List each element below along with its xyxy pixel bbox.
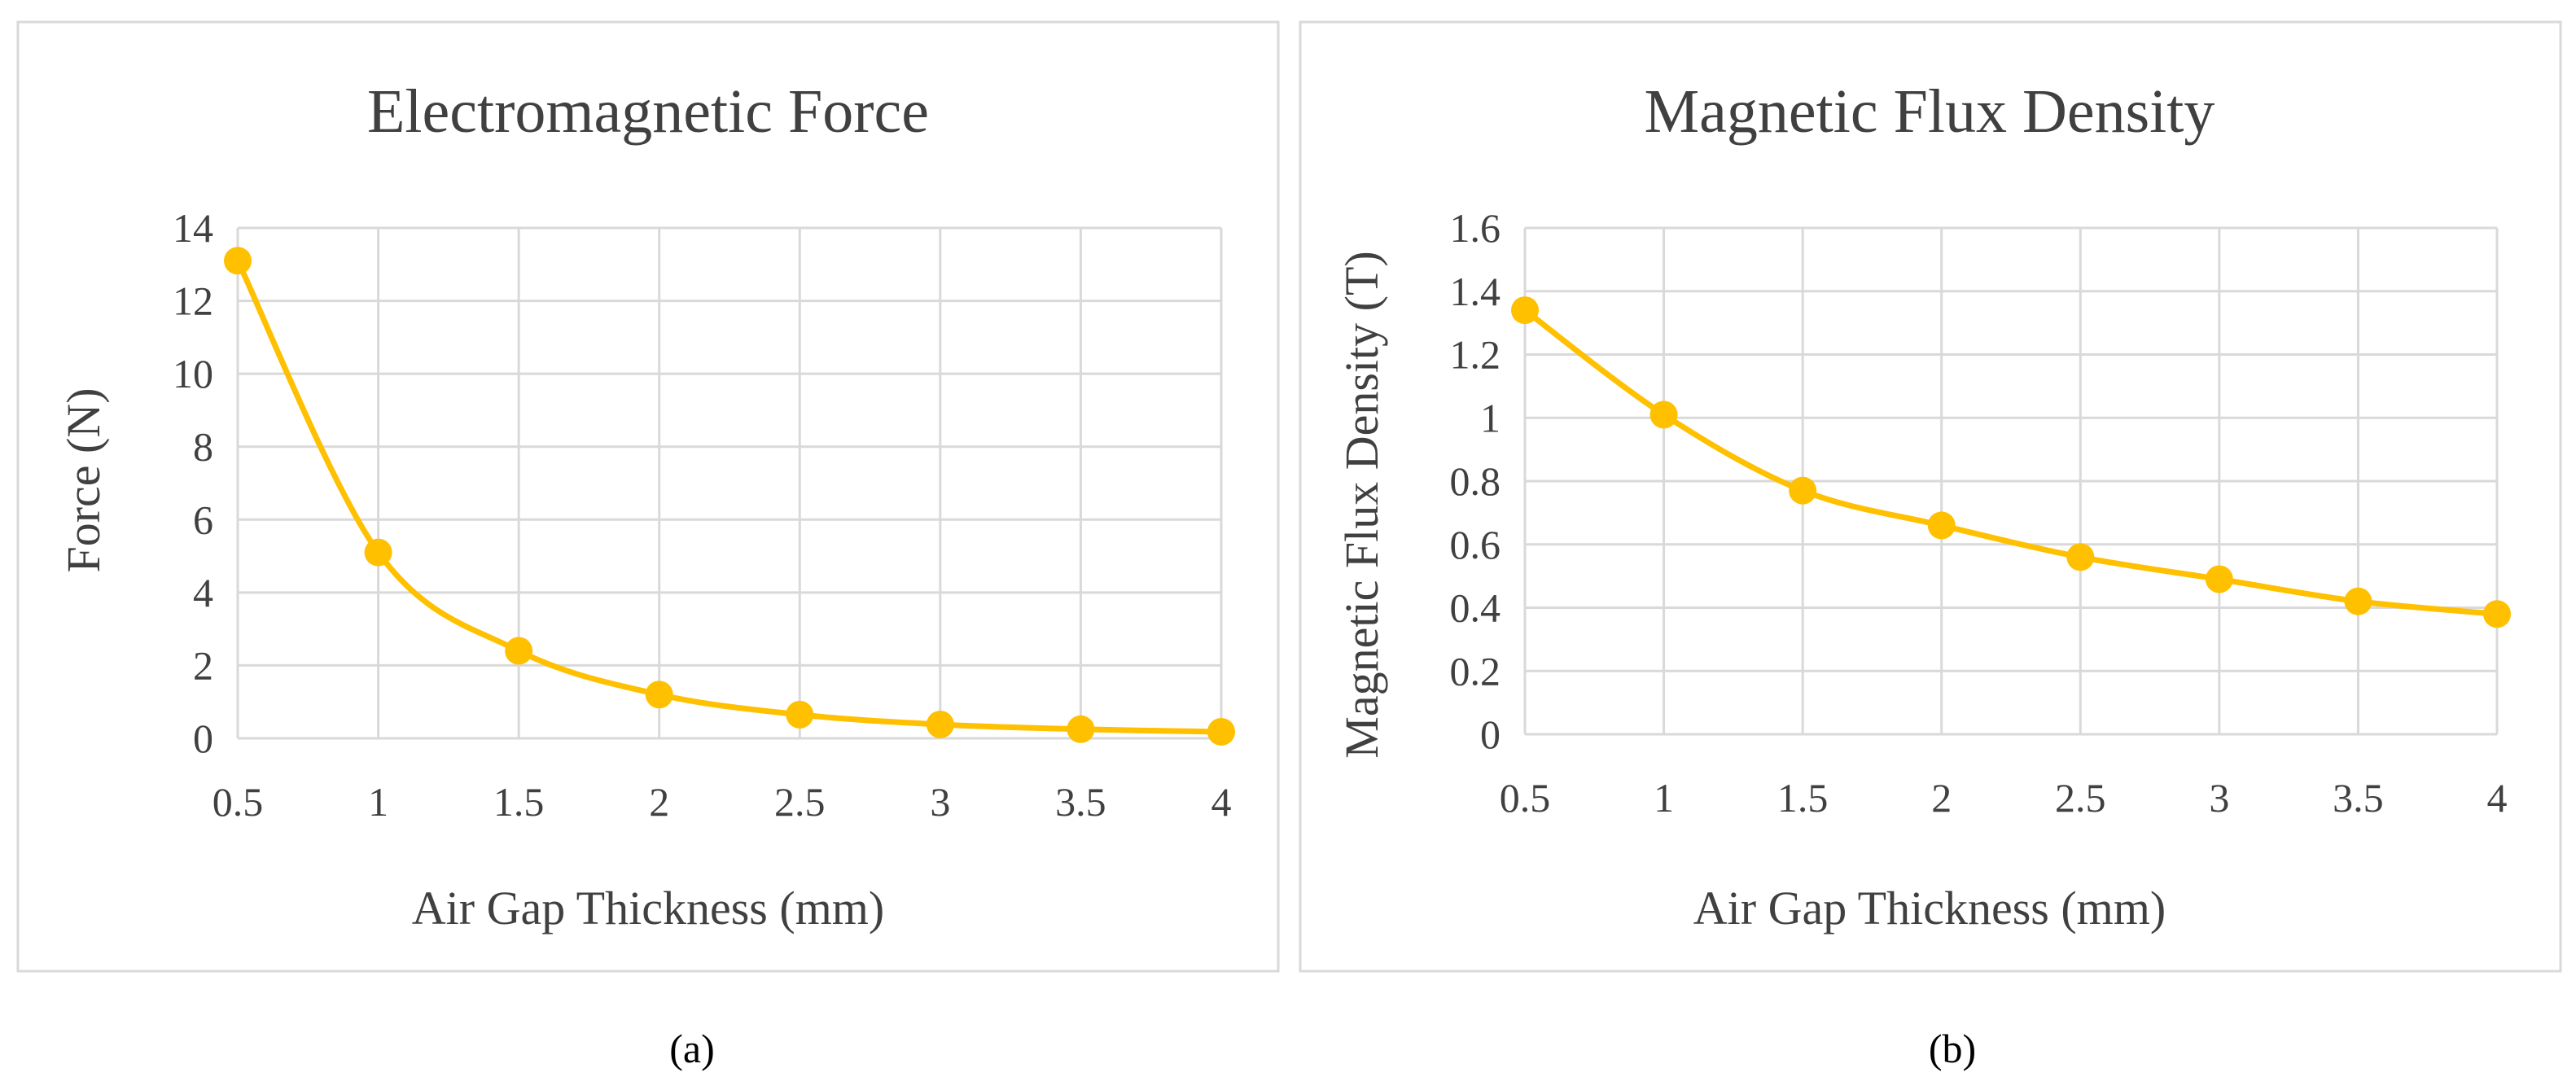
- chart-a-frame: [16, 20, 1280, 973]
- chart-b-data-point: [2205, 565, 2233, 593]
- chart-b-frame: [1299, 20, 2562, 973]
- chart-a: Electromagnetic Force 0 2 4 6 8 10 12 14 0.5 1 1.…: [16, 20, 1280, 973]
- chart-b-data-point: [1789, 476, 1817, 505]
- chart-b-x-tick-label: 1: [1654, 775, 1674, 821]
- chart-b-x-axis-label: Air Gap Thickness (mm): [1693, 882, 2166, 935]
- chart-a-y-tick-label: 10: [173, 351, 213, 396]
- chart-a-data-point: [364, 538, 392, 567]
- chart-a-data-point: [645, 681, 673, 709]
- chart-b-x-tick-label: 3: [2209, 775, 2229, 821]
- chart-b-y-tick-label: 0.6: [1450, 522, 1501, 567]
- chart-b-data-point: [2066, 543, 2095, 571]
- chart-a-y-tick-label: 2: [193, 642, 213, 688]
- chart-b-y-tick-label: 0.2: [1450, 648, 1501, 694]
- chart-b-x-tick-label: 0.5: [1500, 775, 1551, 821]
- chart-a-data-point: [505, 637, 533, 665]
- chart-b-x-tick-label: 3.5: [2333, 775, 2384, 821]
- chart-a-y-tick-label: 12: [173, 278, 213, 324]
- chart-b-y-axis-label: Magnetic Flux Density (T): [1335, 251, 1388, 758]
- chart-b-x-tick-label: 4: [2487, 775, 2508, 821]
- chart-a-x-ticks: 0.5 1 1.5 2 2.5 3 3.5 4: [212, 779, 1232, 825]
- chart-b-y-tick-label: 1.4: [1450, 269, 1501, 314]
- chart-b-gridlines: [1523, 226, 2499, 736]
- chart-b-y-tick-label: 0.4: [1450, 585, 1501, 631]
- chart-a-data-point: [786, 700, 814, 729]
- chart-a-x-tick-label: 1.5: [493, 779, 545, 825]
- chart-a-y-tick-label: 4: [193, 570, 213, 615]
- chart-b-x-ticks: 0.5 1 1.5 2 2.5 3 3.5 4: [1500, 775, 2508, 821]
- caption-a: (a): [669, 1026, 715, 1071]
- chart-b-y-ticks: 0 0.2 0.4 0.6 0.8 1 1.2 1.4 1.6: [1450, 205, 1501, 757]
- chart-a-y-tick-label: 14: [173, 205, 213, 251]
- chart-b-markers: [1511, 296, 2511, 628]
- chart-b-y-tick-label: 0: [1480, 711, 1500, 757]
- chart-a-markers: [224, 247, 1235, 746]
- chart-b-data-point: [1649, 401, 1678, 429]
- chart-a-x-axis-label: Air Gap Thickness (mm): [412, 882, 884, 935]
- chart-b-y-tick-label: 0.8: [1450, 458, 1501, 504]
- chart-b-y-tick-label: 1: [1480, 395, 1500, 440]
- chart-a-x-tick-label: 3: [930, 779, 950, 825]
- chart-b-data-point: [1511, 296, 1539, 325]
- chart-a-data-point: [1067, 715, 1095, 743]
- chart-a-x-tick-label: 4: [1211, 779, 1232, 825]
- chart-a-x-tick-label: 1: [368, 779, 388, 825]
- chart-b-y-tick-label: 1.6: [1450, 205, 1501, 251]
- chart-a-x-tick-label: 2: [649, 779, 669, 825]
- chart-b-x-tick-label: 1.5: [1777, 775, 1829, 821]
- chart-a-x-tick-label: 0.5: [212, 779, 264, 825]
- chart-a-y-ticks: 0 2 4 6 8 10 12 14: [173, 205, 213, 761]
- chart-b-y-tick-label: 1.2: [1450, 332, 1501, 378]
- chart-a-y-tick-label: 8: [193, 424, 213, 470]
- chart-b-title: Magnetic Flux Density: [1645, 77, 2215, 146]
- chart-a-series-line: [234, 257, 1224, 735]
- chart-b-data-point: [2483, 600, 2511, 628]
- chart-a-y-tick-label: 0: [193, 716, 213, 761]
- chart-a-data-point: [926, 710, 954, 738]
- chart-a-data-point: [1207, 717, 1235, 746]
- chart-b-data-point: [2344, 587, 2372, 615]
- chart-a-gridlines: [236, 226, 1223, 740]
- caption-b: (b): [1929, 1026, 1976, 1071]
- chart-a-x-tick-label: 2.5: [774, 779, 826, 825]
- chart-a-y-tick-label: 6: [193, 497, 213, 542]
- chart-b-data-point: [1927, 511, 1956, 540]
- chart-b-x-tick-label: 2.5: [2055, 775, 2106, 821]
- chart-b: Magnetic Flux Density 0 0.2 0.4 0.6 0.8 1 1.2 1…: [1299, 20, 2562, 973]
- chart-a-x-tick-label: 3.5: [1055, 779, 1106, 825]
- chart-a-title: Electromagnetic Force: [367, 77, 929, 146]
- chart-a-data-point: [224, 247, 252, 275]
- chart-b-x-tick-label: 2: [1931, 775, 1952, 821]
- chart-a-y-axis-label: Force (N): [57, 387, 110, 572]
